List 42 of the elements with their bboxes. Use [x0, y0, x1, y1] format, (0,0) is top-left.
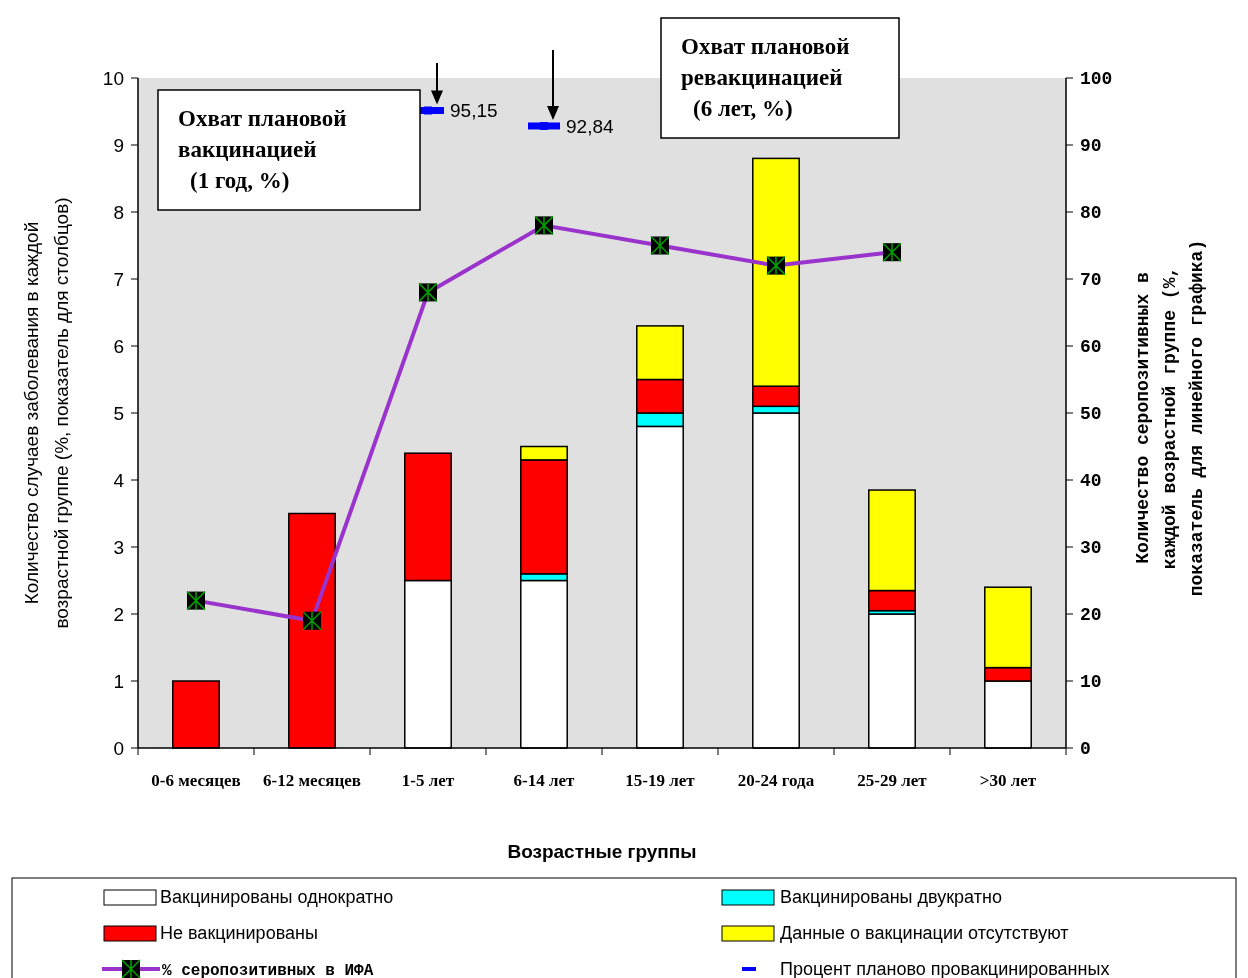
data-label: 92,84 — [566, 115, 614, 137]
y2-tick-label: 70 — [1080, 270, 1102, 291]
y2-tick-label: 0 — [1080, 739, 1091, 760]
y-tick-label: 2 — [113, 603, 124, 625]
y2-tick-label: 10 — [1080, 672, 1102, 693]
y-tick-label: 4 — [113, 469, 125, 491]
legend-label: Вакцинированы однократно — [160, 887, 394, 908]
y-tick-label: 9 — [113, 134, 124, 156]
legend-label: % серопозитивных в ИФА — [162, 961, 374, 978]
legend-label: Не вакцинированы — [160, 923, 318, 944]
y-tick-label: 8 — [113, 201, 124, 223]
x-tick-label: >30 лет — [979, 771, 1037, 790]
y-tick-label: 6 — [113, 335, 124, 357]
x-tick-label: 0-6 месяцев — [151, 771, 241, 790]
x-tick-label: 20-24 года — [737, 771, 815, 790]
y2-tick-label: 100 — [1080, 69, 1113, 90]
y-axis-title: Количество случаев заболевания в каждой возрастной группе (%, показатель для столбцов) — [21, 197, 72, 629]
y2-tick-label: 30 — [1080, 538, 1102, 559]
data-label: 95,15 — [450, 100, 498, 122]
x-axis-title: Возрастные группы — [507, 841, 697, 862]
y2-tick-label: 40 — [1080, 471, 1102, 492]
x-tick-label: 25-29 лет — [857, 771, 928, 790]
y2-tick-label: 20 — [1080, 605, 1102, 626]
y-tick-label: 5 — [113, 402, 124, 424]
x-tick-label: 15-19 лет — [625, 771, 696, 790]
y-tick-label: 1 — [113, 670, 124, 692]
y2-tick-label: 90 — [1080, 136, 1102, 157]
y2-tick-label: 60 — [1080, 337, 1102, 358]
x-tick-label: 6-14 лет — [513, 771, 576, 790]
annotation: Охват плановой ревакцинацией (6 лет, %) — [681, 34, 850, 121]
y2-tick-label: 80 — [1080, 203, 1102, 224]
y-tick-label: 0 — [113, 737, 124, 759]
y2-axis-title: Количество серопозитивных в каждой возрастной группе (%, показатель для линейного графика) — [1133, 239, 1207, 597]
y-tick-label: 7 — [113, 268, 124, 290]
y-tick-label: 10 — [102, 67, 124, 89]
x-tick-label: 1-5 лет — [401, 771, 455, 790]
y2-tick-label: 50 — [1080, 404, 1102, 425]
annotation: Охват плановой вакцинацией (1 год, %) — [178, 106, 347, 193]
legend-label: Данные о вакцинации отсутствуют — [780, 923, 1069, 944]
y-tick-label: 3 — [113, 536, 124, 558]
x-tick-label: 6-12 месяцев — [262, 771, 362, 790]
legend-label: Вакцинированы двукратно — [780, 887, 1002, 908]
